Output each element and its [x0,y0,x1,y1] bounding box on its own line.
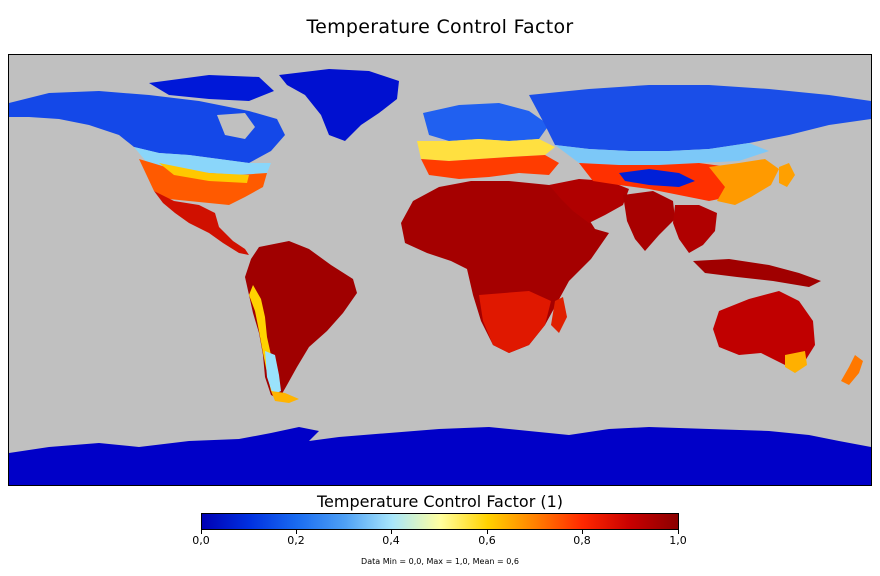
colorbar-tick-label: 0,2 [287,534,305,547]
region-europe-south [421,155,559,179]
world-map [8,54,872,486]
colorbar [201,513,679,530]
data-stats: Data Min = 0,0, Max = 1,0, Mean = 0,6 [361,557,519,566]
region-arctic-islands [149,75,274,101]
region-australia-southeast [785,351,807,373]
region-japan [779,163,795,187]
region-new-zealand [841,355,863,385]
region-patagonia [265,351,281,395]
colorbar-tick-label: 0,0 [192,534,210,547]
region-antarctica [9,427,871,485]
region-africa [401,181,609,353]
region-southern-africa [479,291,551,353]
region-usa-north [159,163,249,183]
colorbar-tick [391,529,392,534]
region-tierra-del-fuego [271,391,299,403]
region-northern-north-america [9,91,285,163]
colorbar-tick [201,529,202,534]
region-indonesia [693,259,821,287]
region-europe-mid [417,139,555,161]
colorbar-tick-label: 0,4 [382,534,400,547]
colorbar-tick-label: 0,8 [573,534,591,547]
colorbar-tick [582,529,583,534]
region-middle-east [549,179,629,223]
region-australia [713,291,815,365]
colorbar-tick [678,529,679,534]
region-greenland [279,69,399,141]
region-siberia [529,85,871,151]
region-india [623,191,675,251]
region-southeast-asia [673,205,717,253]
colorbar-title: Temperature Control Factor (1) [316,492,564,511]
colorbar-tick-label: 1,0 [669,534,687,547]
colorbar-tick [296,529,297,534]
region-hudson-bay [217,113,255,139]
colorbar-tick-label: 0,6 [478,534,496,547]
colorbar-tick [487,529,488,534]
region-siberia-south [555,143,769,165]
map-title: Temperature Control Factor [306,16,574,38]
region-madagascar [551,297,567,333]
region-europe-north [423,103,549,141]
region-tibet [619,169,695,187]
region-east-asia [709,159,779,205]
region-central-america [154,191,249,255]
